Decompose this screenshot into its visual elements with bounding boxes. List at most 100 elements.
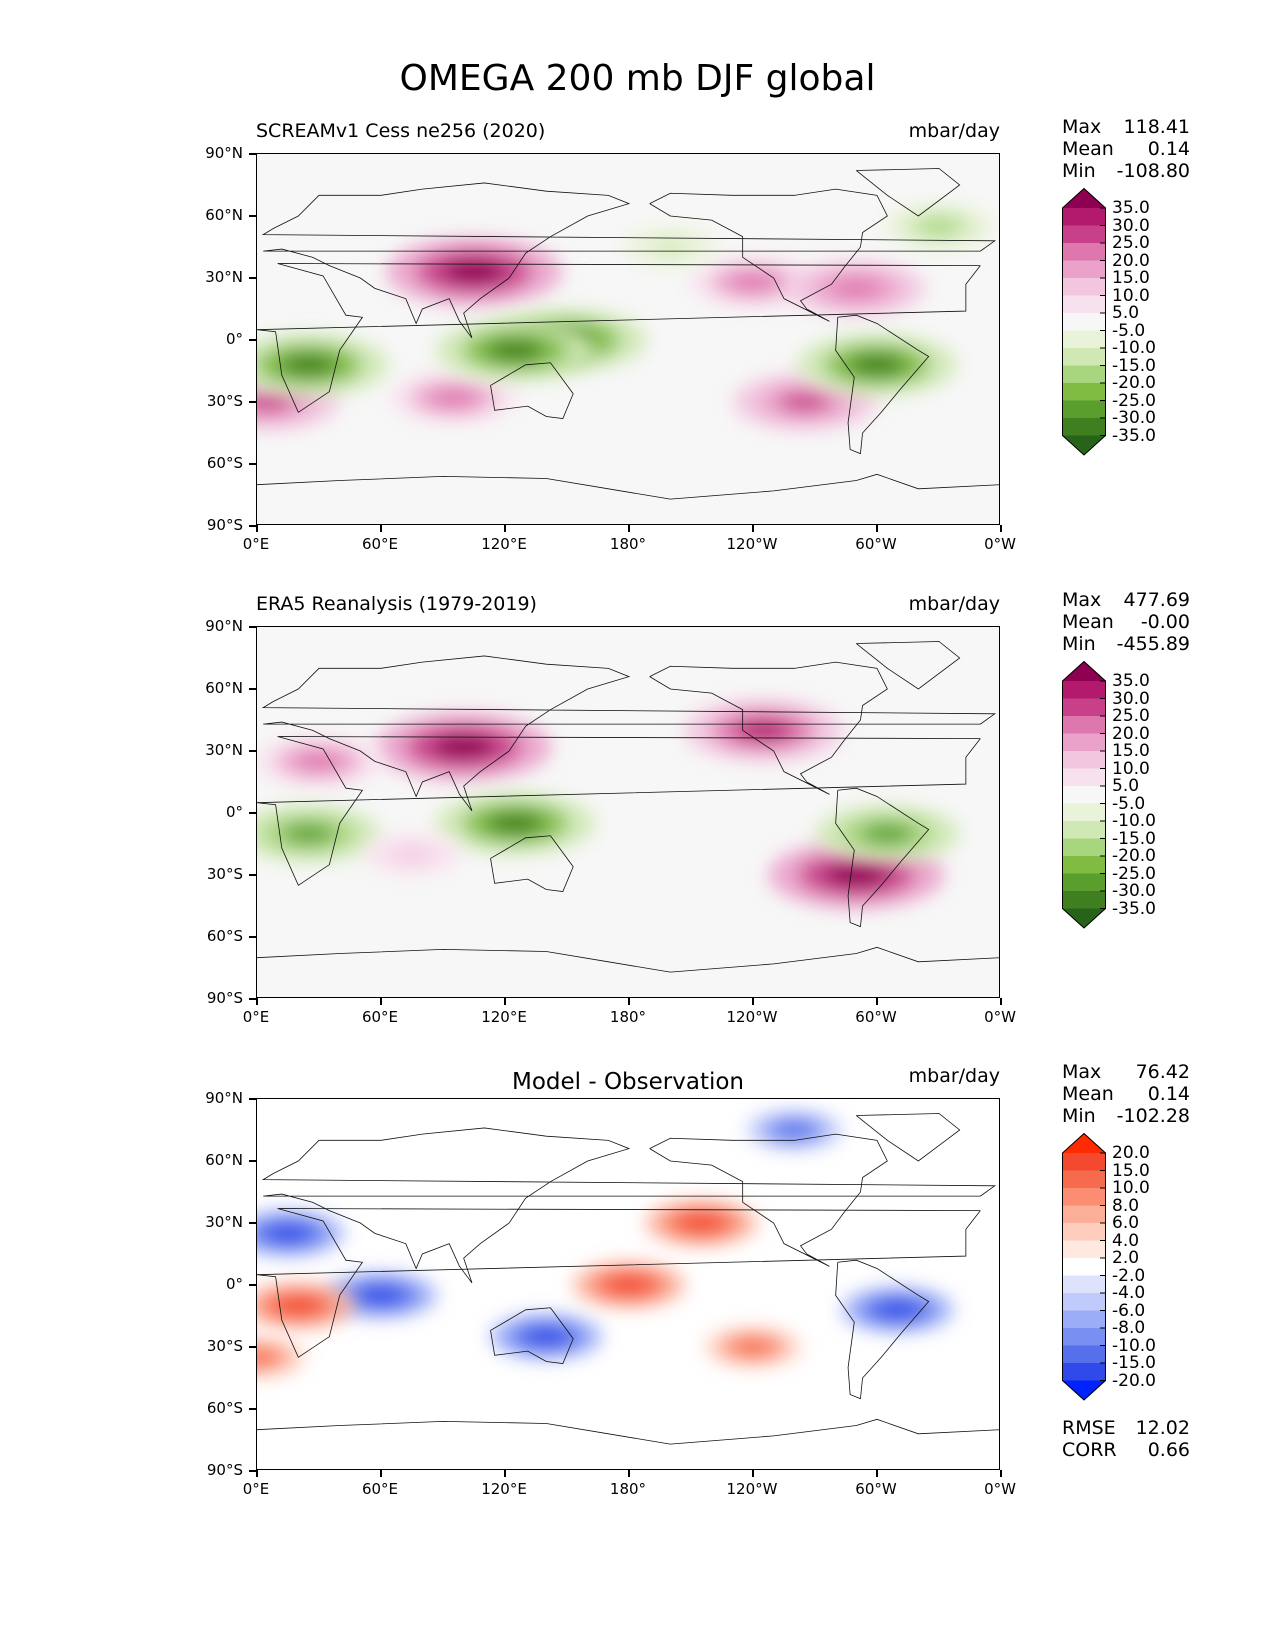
panel-units: mbar/day (908, 1065, 1000, 1087)
lon-tick (504, 1470, 506, 1477)
field-feature-2 (490, 1313, 603, 1360)
lat-label: 0° (225, 803, 243, 821)
stat-value: -455.89 (1116, 633, 1190, 655)
lat-label: 30°N (205, 1213, 243, 1231)
coastline-1 (261, 182, 997, 339)
colorbar (1062, 660, 1106, 929)
field-feature-3 (683, 699, 844, 762)
colorbar-label: 35.0 (1112, 198, 1150, 218)
lon-label: 120°E (481, 1008, 527, 1026)
colorbar-label: -20.0 (1112, 1370, 1156, 1391)
panel-title: SCREAMv1 Cess ne256 (2020) (256, 120, 546, 142)
lon-tick (1000, 1470, 1002, 1477)
colorbar (1062, 1132, 1106, 1401)
lon-label: 120°W (726, 1008, 778, 1026)
colorbar-label: -6.0 (1112, 1300, 1146, 1321)
colorbar-label: 20.0 (1112, 723, 1150, 744)
colorbar-segment (1062, 821, 1106, 839)
colorbar-label: 25.0 (1112, 233, 1150, 253)
lon-label: 0°W (984, 1480, 1016, 1498)
panel-metrics: RMSE 12.02 CORR 0.66 (1062, 1417, 1190, 1461)
colorbar-segment (1062, 681, 1106, 699)
map-plot (256, 626, 1000, 998)
lat-label: 30°S (206, 1337, 243, 1355)
colorbar-segment (1062, 400, 1106, 419)
stat-value: 118.41 (1123, 116, 1190, 138)
colorbar-segment (1062, 1240, 1106, 1259)
stat-value: 0.14 (1147, 1083, 1190, 1105)
lat-tick (249, 750, 256, 752)
stat-value: -0.00 (1140, 611, 1190, 633)
metric-row: RMSE 12.02 (1062, 1417, 1190, 1439)
lat-label: 90°N (205, 144, 243, 162)
stat-value: -102.28 (1116, 1105, 1190, 1127)
lat-label: 30°N (205, 268, 243, 286)
stat-row: Min -108.80 (1062, 160, 1190, 182)
colorbar-segment (1062, 418, 1106, 436)
lat-label: 90°S (206, 989, 243, 1007)
coastline-2 (490, 362, 574, 419)
lat-label: 90°S (206, 516, 243, 534)
map-canvas (257, 154, 999, 524)
coastline-5 (856, 641, 961, 690)
lat-tick (249, 1222, 256, 1224)
lat-label: 60°N (205, 1151, 243, 1169)
colorbar-label: -20.0 (1112, 373, 1156, 393)
lon-label: 120°E (481, 535, 527, 553)
colorbar-segment (1062, 698, 1106, 717)
stat-value: 0.14 (1147, 138, 1190, 160)
lon-tick (256, 998, 258, 1005)
field-feature-0 (257, 1210, 344, 1257)
panel-1: SCREAMv1 Cess ne256 (2020) mbar/day 90°N 60… (0, 116, 1275, 590)
colorbar-segment (1062, 383, 1106, 401)
lat-label: 60°N (205, 679, 243, 697)
coastline-6 (257, 473, 999, 500)
coastline-4 (835, 1259, 930, 1400)
map-plot (256, 153, 1000, 525)
colorbar-segment (1062, 1223, 1106, 1241)
metric-row: CORR 0.66 (1062, 1439, 1190, 1461)
colorbar-segment (1062, 891, 1106, 909)
colorbar-segment (1062, 873, 1106, 892)
colorbar-label: -2.0 (1112, 1265, 1146, 1286)
lat-tick (249, 215, 256, 217)
stat-name: Min (1062, 160, 1096, 182)
field-feature-11 (883, 203, 995, 250)
lon-label: 120°E (481, 1480, 527, 1498)
colorbar-svg (1062, 660, 1106, 929)
coastline-6 (257, 1418, 999, 1445)
lon-label: 0°E (242, 1008, 270, 1026)
field-feature-7 (435, 319, 596, 382)
coastlines (257, 641, 999, 973)
field-feature-7 (364, 834, 460, 875)
colorbar-top-arrow (1062, 188, 1106, 208)
colorbar-segment (1062, 1293, 1106, 1311)
map-canvas (257, 1099, 999, 1469)
lat-tick (249, 1470, 256, 1472)
panel-title: ERA5 Reanalysis (1979-2019) (256, 593, 537, 615)
lon-label: 60°E (361, 1480, 399, 1498)
metric-value: 0.66 (1147, 1438, 1190, 1461)
colorbar-svg (1062, 187, 1106, 456)
lat-tick (249, 339, 256, 341)
lat-tick (249, 1346, 256, 1348)
lon-label: 60°W (855, 535, 897, 553)
stat-name: Min (1062, 1105, 1096, 1127)
colorbar-segment (1062, 1310, 1106, 1329)
colorbar-segment (1062, 803, 1106, 822)
lat-label: 60°S (206, 1399, 243, 1417)
lon-tick (1000, 525, 1002, 532)
panel-stats: Max 118.41 Mean 0.14 Min -108.80 (1062, 116, 1190, 182)
colorbar-label: -5.0 (1112, 320, 1146, 341)
colorbar-label: 20.0 (1112, 250, 1150, 271)
lat-label: 90°S (206, 1461, 243, 1479)
colorbar-bottom-arrow (1062, 435, 1106, 456)
map-plot (256, 1098, 1000, 1470)
colorbar-svg (1062, 1132, 1106, 1401)
colorbar-segment (1062, 225, 1106, 244)
lon-tick (628, 1470, 630, 1477)
field-feature-4 (841, 1286, 954, 1333)
lat-tick (249, 153, 256, 155)
coastline-3 (649, 188, 888, 322)
lon-tick (752, 1470, 754, 1477)
